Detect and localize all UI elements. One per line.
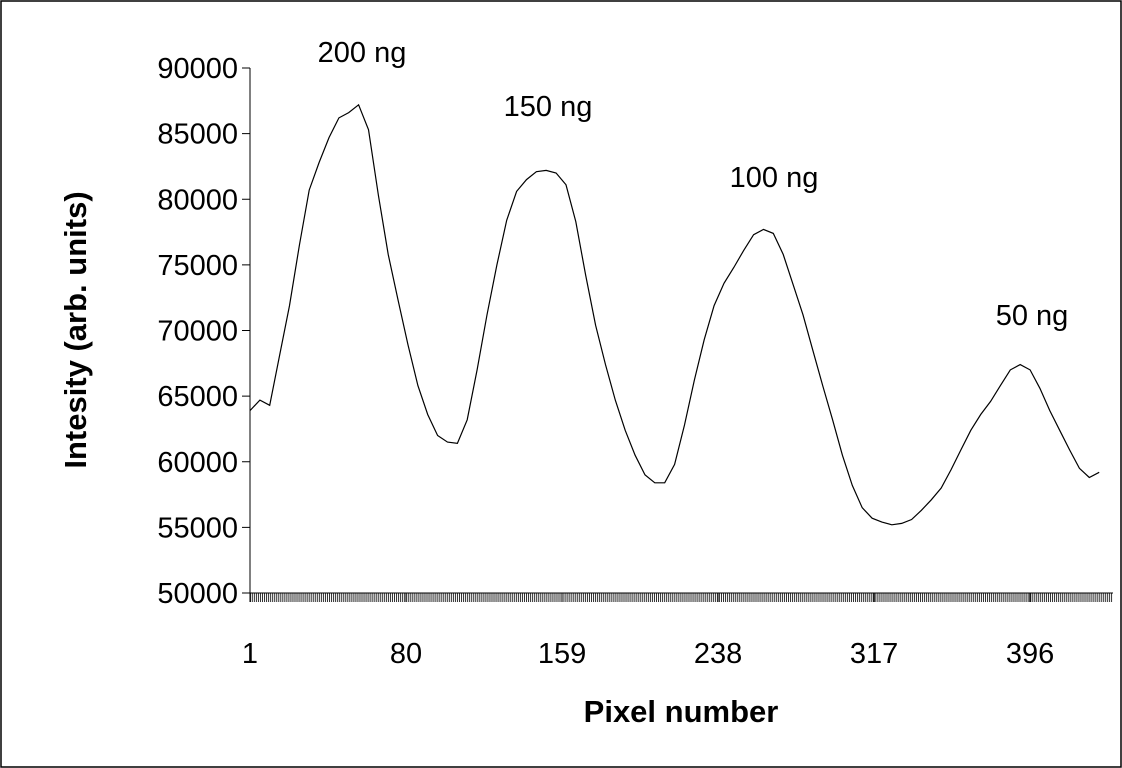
y-tick-label: 85000 bbox=[157, 119, 238, 151]
annotation: 50 ng bbox=[996, 300, 1069, 332]
y-tick-label: 55000 bbox=[157, 512, 238, 544]
x-tick-label: 396 bbox=[1006, 638, 1054, 670]
y-tick-label: 75000 bbox=[157, 250, 238, 282]
x-tick-label: 159 bbox=[538, 638, 586, 670]
annotation: 150 ng bbox=[504, 91, 593, 123]
annotation: 200 ng bbox=[318, 37, 407, 69]
annotation: 100 ng bbox=[730, 162, 819, 194]
y-tick-label: 65000 bbox=[157, 381, 238, 413]
y-axis-title: Intesity (arb. units) bbox=[58, 191, 93, 468]
x-tick-label: 317 bbox=[850, 638, 898, 670]
x-axis-title: Pixel number bbox=[584, 694, 779, 729]
y-tick-label: 90000 bbox=[157, 53, 238, 85]
x-tick-label: 238 bbox=[694, 638, 742, 670]
x-tick-label: 80 bbox=[390, 638, 422, 670]
data-line bbox=[249, 103, 1100, 526]
y-tick-label: 60000 bbox=[157, 447, 238, 479]
x-tick-label: 1 bbox=[242, 638, 258, 670]
y-tick-label: 50000 bbox=[157, 578, 238, 610]
y-tick-label: 80000 bbox=[157, 184, 238, 216]
y-tick-label: 70000 bbox=[157, 316, 238, 348]
minor-ticks bbox=[250, 593, 1113, 602]
